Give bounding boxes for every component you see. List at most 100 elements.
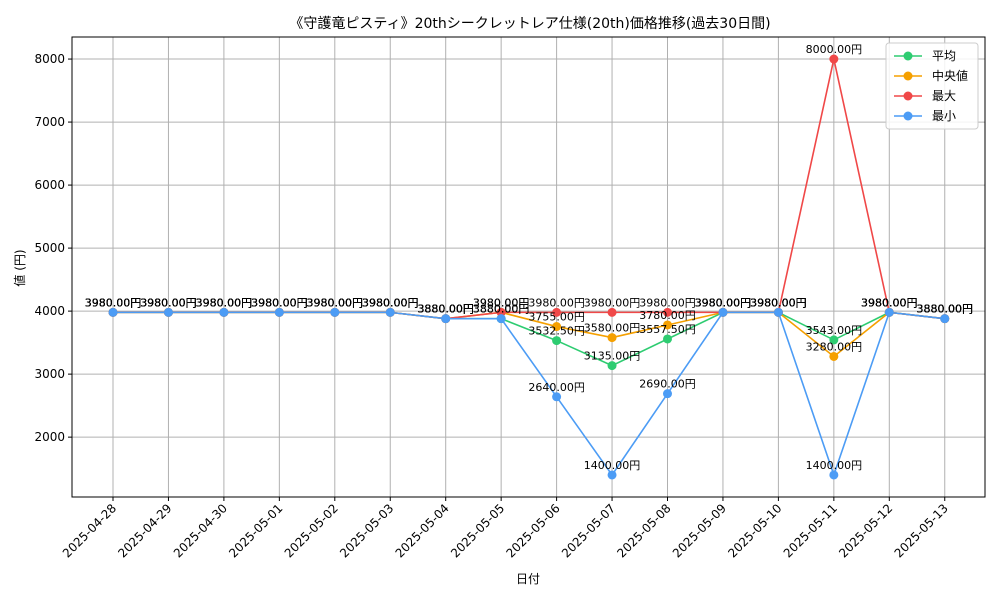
x-tick-label: 2025-05-03 bbox=[337, 501, 396, 560]
x-axis-label: 日付 bbox=[516, 572, 540, 586]
y-tick-label: 2000 bbox=[34, 430, 65, 444]
data-point bbox=[829, 335, 839, 345]
legend-marker bbox=[903, 71, 913, 81]
data-point bbox=[607, 333, 617, 343]
data-point bbox=[552, 336, 562, 346]
data-label: 3980.00円 bbox=[362, 296, 419, 309]
data-label: 3980.00円 bbox=[85, 296, 142, 309]
y-tick-label: 5000 bbox=[34, 241, 65, 255]
data-point bbox=[884, 307, 894, 317]
data-label: 3755.00円 bbox=[528, 311, 585, 324]
data-label: 3980.00円 bbox=[362, 296, 419, 309]
data-label: 3980.00円 bbox=[307, 296, 364, 309]
data-label: 3980.00円 bbox=[140, 296, 197, 309]
data-point bbox=[663, 320, 672, 330]
data-point bbox=[330, 307, 340, 317]
data-label: 3980.00円 bbox=[196, 296, 253, 309]
data-label: 3980.00円 bbox=[251, 296, 308, 309]
data-label: 3980.00円 bbox=[861, 296, 918, 309]
data-point bbox=[552, 392, 562, 402]
x-axis: 2025-04-282025-04-292025-04-302025-05-01… bbox=[60, 497, 951, 560]
data-label: 3980.00円 bbox=[362, 296, 419, 309]
data-point bbox=[663, 334, 672, 344]
legend-label: 中央値 bbox=[932, 68, 968, 83]
data-label: 3980.00円 bbox=[196, 296, 253, 309]
x-tick-label: 2025-05-07 bbox=[559, 501, 618, 560]
data-label: 3880.00円 bbox=[417, 303, 474, 316]
data-label: 3980.00円 bbox=[140, 296, 197, 309]
x-tick-label: 2025-05-12 bbox=[836, 501, 895, 560]
data-label: 3980.00円 bbox=[861, 296, 918, 309]
x-tick-label: 2025-05-09 bbox=[670, 501, 729, 560]
legend-marker bbox=[903, 111, 913, 121]
data-label: 3980.00円 bbox=[473, 296, 530, 309]
grid-lines bbox=[72, 37, 985, 497]
data-point bbox=[663, 307, 672, 317]
x-tick-label: 2025-05-02 bbox=[282, 501, 341, 560]
data-label: 3980.00円 bbox=[695, 296, 752, 309]
data-label: 3980.00円 bbox=[196, 296, 253, 309]
data-label: 2640.00円 bbox=[528, 381, 585, 394]
legend-label: 平均 bbox=[932, 49, 956, 63]
data-point bbox=[552, 307, 562, 317]
data-point bbox=[663, 389, 672, 399]
data-point bbox=[496, 307, 506, 317]
data-label: 3980.00円 bbox=[528, 296, 585, 309]
data-label: 3980.00円 bbox=[140, 296, 197, 309]
data-point bbox=[385, 307, 395, 317]
data-label: 3532.50円 bbox=[528, 325, 585, 338]
data-label: 1400.00円 bbox=[806, 459, 863, 472]
data-point bbox=[441, 314, 451, 324]
x-tick-label: 2025-05-06 bbox=[504, 501, 563, 560]
x-tick-label: 2025-05-05 bbox=[448, 501, 507, 560]
data-label: 3780.00円 bbox=[639, 309, 696, 322]
data-label: 3880.00円 bbox=[473, 303, 530, 316]
data-label: 3980.00円 bbox=[85, 296, 142, 309]
data-point bbox=[108, 307, 118, 317]
data-label: 3980.00円 bbox=[695, 296, 752, 309]
x-tick-label: 2025-05-11 bbox=[781, 501, 840, 560]
data-point bbox=[829, 470, 839, 480]
data-label: 3980.00円 bbox=[861, 296, 918, 309]
data-label: 3880.00円 bbox=[917, 303, 974, 316]
data-point bbox=[940, 314, 950, 324]
data-point bbox=[552, 322, 562, 332]
data-label: 3880.00円 bbox=[417, 303, 474, 316]
x-tick-label: 2025-04-28 bbox=[60, 501, 119, 560]
data-label: 3543.00円 bbox=[806, 324, 863, 337]
data-label: 3980.00円 bbox=[639, 296, 696, 309]
chart-title: 《守護竜ピスティ》20thシークレットレア仕様(20th)価格推移(過去30日間… bbox=[289, 15, 770, 32]
x-tick-label: 2025-05-01 bbox=[226, 501, 285, 560]
data-point bbox=[773, 307, 783, 317]
data-label: 8000.00円 bbox=[806, 43, 863, 56]
data-label: 3980.00円 bbox=[85, 296, 142, 309]
plot-area-frame bbox=[71, 36, 986, 498]
x-tick-label: 2025-05-10 bbox=[725, 501, 784, 560]
data-label: 3557.50円 bbox=[639, 323, 696, 336]
x-tick-label: 2025-05-08 bbox=[614, 501, 673, 560]
y-tick-label: 4000 bbox=[34, 304, 65, 318]
data-label: 2690.00円 bbox=[639, 378, 696, 391]
data-label: 3980.00円 bbox=[584, 296, 641, 309]
data-point bbox=[829, 54, 839, 64]
data-point bbox=[829, 351, 839, 361]
data-label: 3980.00円 bbox=[251, 296, 308, 309]
x-tick-label: 2025-05-04 bbox=[393, 501, 452, 560]
y-axis-label: 値 (円) bbox=[12, 249, 27, 286]
data-label: 3980.00円 bbox=[140, 296, 197, 309]
data-label: 3980.00円 bbox=[362, 296, 419, 309]
legend-marker bbox=[903, 51, 913, 61]
data-label: 3980.00円 bbox=[307, 296, 364, 309]
legend-box bbox=[885, 42, 979, 130]
data-label: 3880.00円 bbox=[417, 303, 474, 316]
y-tick-label: 6000 bbox=[34, 178, 65, 192]
data-label: 1400.00円 bbox=[584, 459, 641, 472]
data-point bbox=[718, 307, 728, 317]
data-label: 3980.00円 bbox=[251, 296, 308, 309]
data-label: 3980.00円 bbox=[307, 296, 364, 309]
data-label: 3980.00円 bbox=[251, 296, 308, 309]
data-label: 3980.00円 bbox=[473, 296, 530, 309]
data-label: 3980.00円 bbox=[750, 296, 807, 309]
series-line-3 bbox=[113, 311, 945, 478]
series-line-2 bbox=[113, 58, 945, 320]
